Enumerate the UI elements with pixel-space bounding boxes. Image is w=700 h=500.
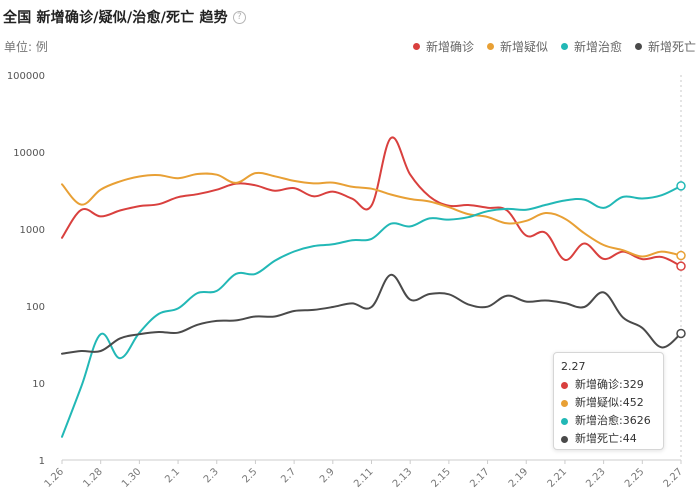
y-tick-label: 10 [32, 379, 45, 390]
tooltip-dot-icon [561, 417, 568, 425]
x-tick-label: 2.23 [584, 466, 608, 490]
chart-tooltip: 2.27 新增确诊: 329 新增疑似: 452 新增治愈: 3626 新增死亡: 4… [553, 352, 664, 450]
tooltip-label: 新增治愈 [575, 414, 619, 427]
tooltip-row: 新增死亡: 44 [561, 430, 656, 448]
tooltip-dot-icon [561, 399, 568, 407]
legend-dot-icon [560, 43, 568, 50]
legend-label: 新增死亡 [647, 40, 696, 54]
chart-series-layer [61, 136, 682, 438]
series-line-3 [61, 273, 682, 355]
unit-label: 单位: 例 [4, 40, 48, 54]
legend-label: 新增确诊 [425, 40, 474, 54]
tooltip-row: 新增治愈: 3626 [561, 412, 656, 430]
x-tick-label: 2.17 [468, 466, 492, 490]
tooltip-label: 新增死亡 [575, 432, 619, 445]
tooltip-label: 新增确诊 [575, 378, 619, 391]
legend-label: 新增治愈 [573, 40, 622, 54]
tooltip-row: 新增确诊: 329 [561, 376, 656, 394]
tooltip-value: 44 [622, 432, 637, 445]
highlight-point-1[interactable] [676, 250, 686, 261]
tooltip-dot-icon [561, 381, 568, 389]
x-tick-label: 2.5 [241, 466, 260, 485]
series-line-0 [61, 136, 682, 268]
legend-item-0[interactable]: 新增确诊 [412, 38, 474, 55]
series-line-1 [61, 171, 682, 258]
tooltip-separator: : [619, 414, 623, 427]
x-tick-label: 1.26 [43, 466, 67, 490]
x-tick-label: 2.9 [318, 466, 337, 485]
chart-marker-layer [676, 181, 686, 339]
tooltip-value: 3626 [622, 414, 651, 427]
tooltip-rows: 新增确诊: 329 新增疑似: 452 新增治愈: 3626 新增死亡: 44 [561, 376, 656, 448]
x-tick-label: 2.25 [623, 466, 647, 490]
tooltip-label: 新增疑似 [575, 396, 619, 409]
y-tick-label: 1000 [20, 225, 45, 236]
tooltip-row: 新增疑似: 452 [561, 394, 656, 412]
legend-item-1[interactable]: 新增疑似 [486, 38, 548, 55]
series-line-2 [61, 184, 682, 438]
x-tick-label: 1.30 [120, 466, 144, 490]
chart-title: 全国 新增确诊/疑似/治愈/死亡 趋势 [3, 10, 228, 26]
x-tick-label: 2.27 [662, 466, 686, 490]
x-tick-label: 2.1 [163, 466, 182, 485]
x-tick-label: 2.15 [429, 466, 453, 490]
tooltip-value: 452 [622, 396, 644, 409]
x-tick-label: 2.13 [391, 466, 415, 490]
chart-header: 全国 新增确诊/疑似/治愈/死亡 趋势 ? [3, 5, 246, 29]
y-tick-label: 10000 [13, 148, 45, 159]
help-icon[interactable]: ? [232, 10, 246, 24]
x-tick-label: 2.3 [202, 466, 221, 485]
legend-dot-icon [412, 43, 420, 50]
x-tick-label: 2.21 [546, 466, 570, 490]
legend-dot-icon [486, 43, 494, 50]
legend-item-3[interactable]: 新增死亡 [634, 38, 696, 55]
y-tick-label: 100 [26, 302, 45, 313]
highlight-point-2[interactable] [676, 181, 686, 191]
legend-label: 新增疑似 [499, 40, 548, 54]
tooltip-separator: : [619, 378, 623, 391]
chart-legend: 新增确诊 新增疑似 新增治愈 新增死亡 [412, 38, 696, 55]
x-tick-label: 2.19 [507, 466, 531, 490]
legend-dot-icon [634, 43, 642, 50]
legend-item-2[interactable]: 新增治愈 [560, 38, 622, 55]
tooltip-separator: : [619, 396, 623, 409]
highlight-point-3[interactable] [676, 328, 686, 339]
tooltip-dot-icon [561, 435, 568, 443]
highlight-point-0[interactable] [676, 261, 686, 271]
x-tick-label: 2.7 [279, 466, 298, 485]
x-tick-label: 2.11 [352, 466, 376, 490]
tooltip-date: 2.27 [561, 360, 586, 373]
tooltip-value: 329 [622, 378, 644, 391]
y-tick-label: 100000 [7, 71, 45, 82]
y-tick-label: 1 [39, 456, 45, 467]
tooltip-separator: : [619, 432, 623, 445]
x-tick-label: 1.28 [81, 466, 105, 490]
